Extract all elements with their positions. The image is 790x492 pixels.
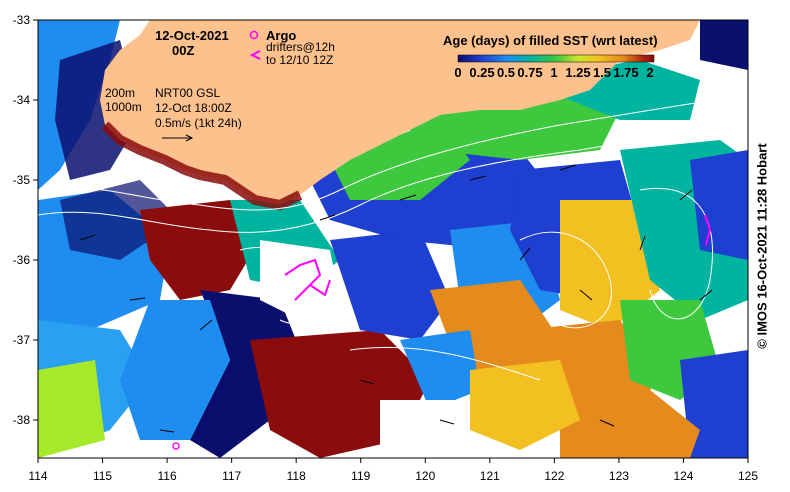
colorbar-tick-label: 0.75 (517, 65, 542, 80)
drifters-legend-sublabel: to 12/10 12Z (266, 53, 333, 67)
credit-text: © IMOS 16-Oct-2021 11:28 Hobart (754, 143, 770, 349)
x-tick-label: 121 (480, 469, 500, 483)
colorbar-tick-label: 1.5 (593, 65, 611, 80)
colorbar-tick-label: 0.25 (469, 65, 494, 80)
bathymetry-contours (38, 94, 748, 381)
land (100, 20, 700, 205)
x-tick-label: 118 (287, 469, 306, 483)
colorbar-tick-label: 0 (454, 65, 461, 80)
coastal-band (101, 121, 303, 211)
argo-float-marker (172, 442, 180, 450)
y-tick-label: -37 (13, 333, 31, 347)
current-source-label: NRT00 GSL (155, 86, 220, 100)
colorbar-tick-label: 1 (550, 65, 557, 80)
bathymetry-1000m-label: 1000m (105, 100, 142, 114)
y-tick-label: -38 (13, 413, 31, 427)
argo-legend-icon (249, 30, 259, 40)
colorbar-tick-label: 0.5 (497, 65, 515, 80)
drifters-legend: drifters@12h to 12/10 12Z (249, 40, 335, 67)
map-title-time: 00Z (172, 43, 194, 58)
plot-frame (37, 19, 749, 459)
x-tick-label: 122 (544, 469, 564, 483)
argo-legend-label: Argo (266, 28, 296, 43)
map-title-date: 12-Oct-2021 (155, 28, 229, 43)
current-scale-label: 0.5m/s (1kt 24h) (155, 116, 242, 130)
y-tick-label: -34 (13, 93, 31, 107)
bathymetry-200m-label: 200m (105, 86, 135, 100)
x-tick-label: 117 (222, 469, 241, 483)
current-scale-arrow (162, 134, 194, 142)
argo-legend: Argo (249, 28, 296, 43)
drifter-tracks (284, 214, 712, 301)
x-tick-label: 124 (673, 469, 693, 483)
current-vectors (79, 164, 713, 433)
colorbar-title: Age (days) of filled SST (wrt latest) (443, 33, 658, 48)
colorbar-tick-label: 1.25 (565, 65, 590, 80)
x-tick-label: 123 (609, 469, 629, 483)
x-tick-label: 116 (158, 469, 177, 483)
y-tick-label: -36 (13, 253, 31, 267)
x-tick-label: 115 (93, 469, 112, 483)
current-time-label: 12-Oct 18:00Z (155, 101, 232, 115)
drifters-legend-label: drifters@12h (266, 40, 335, 54)
x-tick-label: 119 (351, 469, 370, 483)
y-axis: -33 -34 -35 -36 -37 -38 (13, 13, 38, 427)
colorbar-tick-label: 1.75 (613, 65, 638, 80)
colorbar-gradient (457, 54, 655, 63)
x-axis: 114 115 116 117 118 119 120 121 122 123 124 125 (28, 458, 758, 483)
x-tick-label: 114 (28, 469, 47, 483)
colorbar-tick-label: 2 (646, 65, 653, 80)
y-tick-label: -33 (13, 13, 31, 27)
drifter-legend-icon (249, 50, 261, 60)
x-tick-label: 120 (415, 469, 435, 483)
x-tick-label: 125 (738, 469, 758, 483)
y-tick-label: -35 (13, 173, 31, 187)
